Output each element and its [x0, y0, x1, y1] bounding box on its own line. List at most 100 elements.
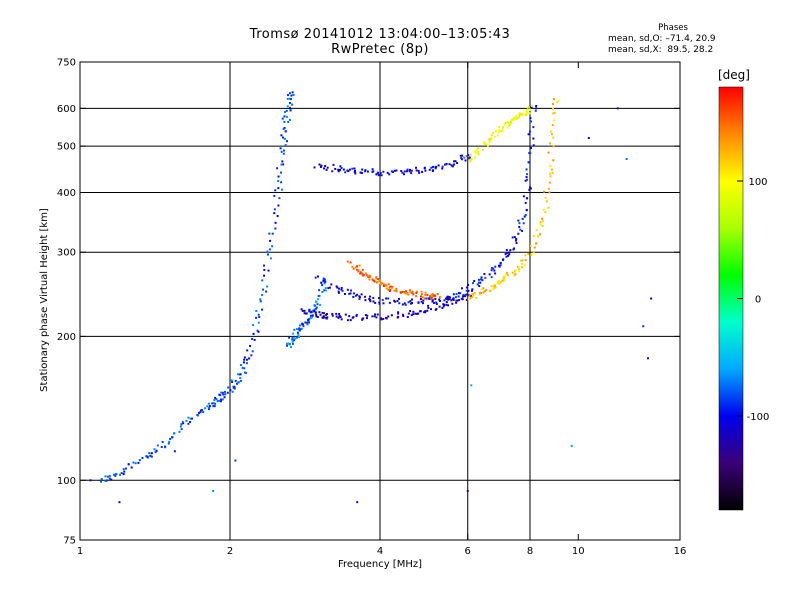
data-point — [409, 291, 412, 294]
data-point — [479, 292, 482, 295]
data-point — [548, 181, 551, 184]
data-point — [340, 288, 343, 291]
data-point — [352, 316, 355, 319]
data-point — [122, 468, 125, 471]
data-point — [119, 473, 122, 476]
data-point — [280, 171, 283, 174]
data-point — [376, 313, 379, 316]
data-point — [220, 398, 223, 401]
data-point — [401, 290, 404, 293]
data-point — [509, 249, 512, 252]
data-point — [262, 288, 265, 291]
data-point — [497, 281, 500, 284]
data-point — [548, 164, 551, 167]
data-point — [305, 321, 308, 324]
data-point — [442, 305, 445, 308]
data-point — [464, 293, 467, 296]
data-point — [399, 291, 402, 294]
data-point — [524, 113, 527, 116]
data-point — [113, 473, 116, 476]
data-point — [354, 172, 357, 175]
x-tick-label: 8 — [527, 546, 533, 557]
data-point — [532, 144, 535, 147]
data-point — [423, 167, 426, 170]
data-point — [481, 148, 484, 151]
data-point — [499, 261, 502, 264]
data-point — [490, 285, 493, 288]
data-point — [462, 294, 465, 297]
data-point — [239, 379, 242, 382]
data-point — [412, 293, 415, 296]
data-point — [138, 459, 141, 462]
data-point — [358, 264, 361, 267]
data-point — [454, 160, 457, 163]
data-point — [466, 489, 469, 492]
data-point — [338, 313, 341, 316]
data-point — [616, 107, 619, 110]
data-point — [393, 289, 396, 292]
data-point — [556, 101, 559, 104]
data-point — [425, 297, 428, 300]
data-point — [441, 167, 444, 170]
data-point — [314, 311, 317, 314]
data-point — [456, 299, 459, 302]
data-point — [409, 310, 412, 313]
data-point — [284, 130, 287, 133]
data-point — [458, 299, 461, 302]
data-point — [288, 118, 291, 121]
data-point — [467, 283, 470, 286]
data-point — [451, 302, 454, 305]
data-point — [187, 422, 190, 425]
data-point — [557, 99, 560, 102]
chart-subtitle: RwPretec (8p) — [331, 42, 429, 57]
data-point — [452, 298, 455, 301]
data-point — [124, 467, 127, 470]
data-point — [280, 134, 283, 137]
data-point — [282, 163, 285, 166]
data-point — [543, 190, 546, 193]
data-point — [352, 295, 355, 298]
data-point — [492, 285, 495, 288]
data-point — [491, 284, 494, 287]
data-point — [526, 112, 529, 115]
data-point — [492, 287, 495, 290]
data-point — [326, 316, 329, 319]
data-point — [432, 165, 435, 168]
data-point — [363, 170, 366, 173]
data-point — [532, 250, 535, 253]
data-point — [344, 313, 347, 316]
data-point — [323, 289, 326, 292]
data-point — [511, 271, 514, 274]
data-point — [349, 292, 352, 295]
data-point — [321, 290, 324, 293]
data-point — [213, 402, 216, 405]
data-point — [280, 150, 283, 153]
data-point — [328, 286, 331, 289]
data-point — [161, 440, 164, 443]
data-point — [323, 279, 326, 282]
data-point — [532, 137, 535, 140]
data-point — [376, 278, 379, 281]
data-point — [453, 160, 456, 163]
data-point — [346, 169, 349, 172]
data-point — [318, 311, 321, 314]
data-point — [276, 167, 279, 170]
data-point — [493, 284, 496, 287]
data-point — [369, 300, 372, 303]
data-point — [303, 309, 306, 312]
data-point — [372, 279, 375, 282]
data-point — [134, 462, 137, 465]
data-point — [452, 293, 455, 296]
data-point — [287, 120, 290, 123]
data-point — [476, 147, 479, 150]
data-point — [335, 312, 338, 315]
data-point — [459, 154, 462, 157]
data-point — [221, 391, 224, 394]
data-point — [460, 287, 463, 290]
data-point — [253, 338, 256, 341]
data-point — [529, 117, 532, 120]
data-point — [506, 251, 509, 254]
data-point — [298, 324, 301, 327]
data-point — [395, 169, 398, 172]
data-point — [364, 169, 367, 172]
